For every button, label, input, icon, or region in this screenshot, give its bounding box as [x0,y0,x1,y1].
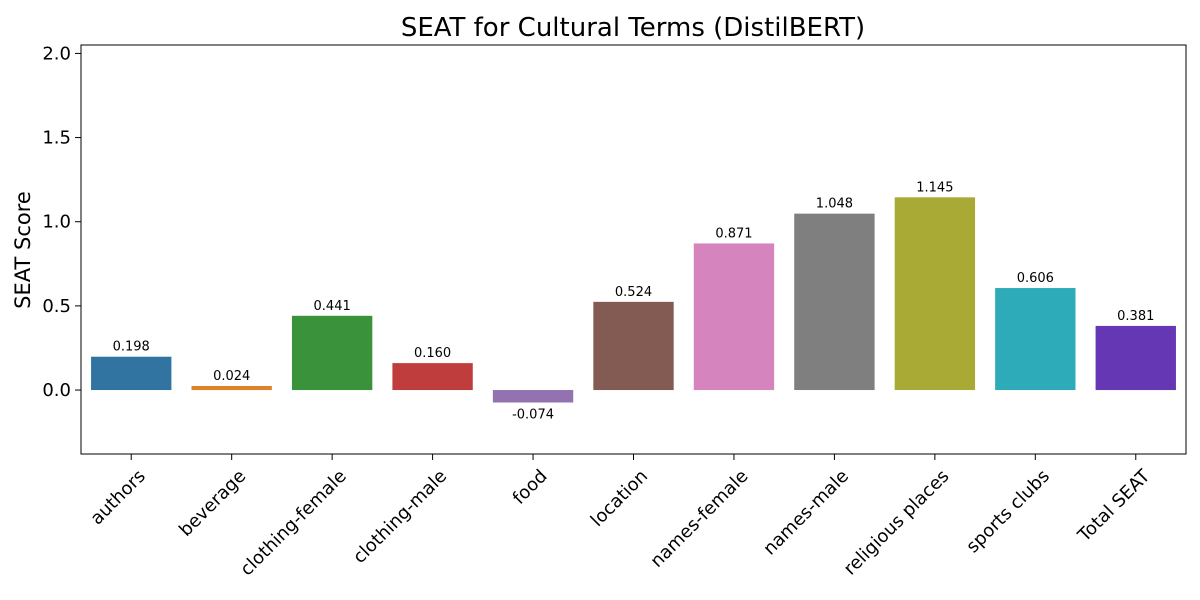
x-tick-label: clothing-female [236,466,350,580]
bar [291,315,373,391]
bar [392,363,473,391]
x-tick-label: clothing-male [349,466,451,568]
data-label: 1.145 [916,180,953,195]
bar [1095,325,1176,391]
y-tick-label: 1.5 [42,128,71,149]
plot-frame [80,44,1187,455]
bar [91,356,172,391]
bar [492,390,574,403]
data-label: -0.074 [512,407,554,422]
data-label: 0.441 [314,299,351,314]
x-tick-label: religious places [840,466,954,580]
chart-title: SEAT for Cultural Terms (DistilBERT) [401,13,865,43]
bar [593,301,674,391]
y-tick-label: 2.0 [42,43,71,64]
data-label: 0.160 [414,346,451,361]
x-tick-label: sports clubs [962,466,1054,558]
data-label: 0.871 [715,226,752,241]
bar [894,197,976,391]
y-tick-label: 1.0 [42,212,71,233]
x-tick-label: beverage [175,466,250,541]
data-label: 0.606 [1017,271,1054,286]
y-axis-label: SEAT Score [11,191,35,309]
bar [995,288,1076,391]
x-tick-label: names-female [646,466,752,572]
x-tick-label: authors [86,466,149,529]
data-label: 0.024 [213,369,250,384]
x-tick-label: food [509,466,552,509]
y-tick-label: 0.0 [42,380,71,401]
y-tick-label: 0.5 [42,296,71,317]
bar [693,243,775,391]
data-label: 0.381 [1117,309,1154,324]
data-label: 1.048 [816,197,853,212]
x-tick-label: Total SEAT [1073,465,1155,547]
data-label: 0.198 [113,340,150,355]
plot-area: 0.0 0.5 1.0 1.5 2.0 0.198 authors 0.024 beverage… [42,43,1187,580]
bar [191,386,272,391]
data-label: 0.524 [615,285,652,300]
x-tick-label: location [587,466,652,531]
x-tick-label: names-male [759,466,853,560]
bar [794,213,875,391]
